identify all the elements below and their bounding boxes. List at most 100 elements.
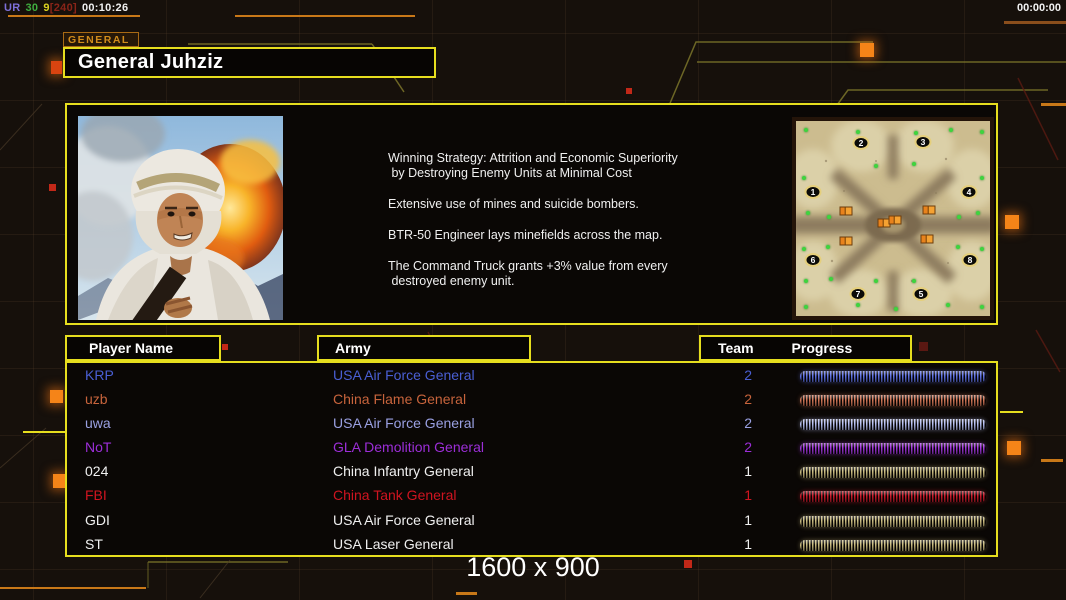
tree-dot bbox=[914, 131, 918, 135]
tree-dot bbox=[856, 303, 860, 307]
header-team-label: Team bbox=[718, 340, 754, 356]
spawn-marker-6: 6 bbox=[804, 253, 822, 267]
deco-square-darkred bbox=[919, 342, 928, 351]
header-player-name-label: Player Name bbox=[89, 340, 174, 356]
spawn-marker-8: 8 bbox=[961, 253, 979, 267]
player-army: USA Air Force General bbox=[333, 511, 475, 528]
player-army: GLA Demolition General bbox=[333, 439, 484, 456]
player-row: NoT GLA Demolition General 2 bbox=[67, 436, 996, 460]
deco-line bbox=[1041, 103, 1066, 106]
spawn-marker-7: 7 bbox=[849, 287, 867, 301]
tree-dot bbox=[956, 245, 960, 249]
progress-bar bbox=[800, 419, 986, 431]
status-segment: [240] bbox=[49, 2, 77, 14]
tree-dot bbox=[827, 215, 831, 219]
deco-square-orange bbox=[50, 390, 63, 403]
deco-square-orange bbox=[51, 61, 62, 74]
player-row: uzb China Flame General 2 bbox=[67, 388, 996, 412]
strategy-line: Winning Strategy: Attrition and Economic… bbox=[388, 151, 678, 165]
tree-dot bbox=[912, 279, 916, 283]
progress-bar bbox=[800, 371, 986, 382]
strategy-line: by Destroying Enemy Units at Minimal Cos… bbox=[388, 166, 632, 181]
header-army-label: Army bbox=[335, 340, 371, 356]
progress-bar bbox=[800, 467, 986, 479]
player-name: NoT bbox=[85, 439, 112, 456]
player-team: 2 bbox=[744, 439, 752, 456]
portrait-art bbox=[78, 116, 283, 320]
player-team: 1 bbox=[744, 487, 752, 504]
header-player-name: Player Name bbox=[65, 335, 221, 361]
tree-dot bbox=[894, 307, 898, 311]
strategy-line bbox=[388, 213, 718, 228]
player-name: GDI bbox=[85, 511, 110, 528]
tree-dot bbox=[949, 128, 953, 132]
player-row: uwa USA Air Force General 2 bbox=[67, 412, 996, 436]
player-row: FBI China Tank General 1 bbox=[67, 484, 996, 508]
deco-line bbox=[8, 15, 140, 17]
player-row: KRP USA Air Force General 2 bbox=[67, 364, 996, 388]
players-panel: KRP USA Air Force General 2 uzb China Flame … bbox=[65, 361, 998, 557]
deco-square-red bbox=[684, 560, 692, 568]
status-bar-left: UR 30 9[240] 00:10:26 bbox=[4, 2, 133, 14]
player-team: 2 bbox=[744, 391, 752, 408]
tree-dot bbox=[980, 305, 984, 309]
player-rows: KRP USA Air Force General 2 uzb China Flame … bbox=[67, 363, 996, 555]
player-name: KRP bbox=[85, 367, 114, 383]
tree-dot bbox=[804, 279, 808, 283]
oil-derrick-icon bbox=[922, 205, 936, 215]
oil-derrick-icon bbox=[920, 234, 934, 244]
general-portrait bbox=[78, 116, 283, 320]
strategy-line: The Command Truck grants +3% value from … bbox=[388, 258, 668, 273]
progress-bar bbox=[800, 539, 986, 551]
timer-underline bbox=[1004, 21, 1066, 24]
resolution-label: 1600 x 900 bbox=[466, 552, 600, 582]
progress-bar bbox=[800, 443, 986, 455]
tree-dot bbox=[856, 130, 860, 134]
general-name-title: General Juhziz bbox=[63, 47, 436, 78]
deco-line bbox=[1000, 411, 1023, 413]
player-team: 1 bbox=[744, 463, 752, 480]
player-team: 1 bbox=[744, 535, 752, 552]
progress-bar-sheen bbox=[800, 419, 986, 431]
tree-dot bbox=[874, 164, 878, 168]
progress-bar-sheen bbox=[800, 491, 986, 503]
deco-line bbox=[23, 431, 67, 433]
player-name: ST bbox=[85, 535, 103, 552]
progress-bar-sheen bbox=[800, 467, 986, 479]
map-overlay: 1 2 3 4 5 6 7 8 bbox=[796, 121, 990, 316]
player-row: 024 China Infantry General 1 bbox=[67, 460, 996, 484]
deco-square-orange bbox=[860, 43, 874, 57]
spawn-marker-1: 1 bbox=[804, 185, 822, 199]
deco-line bbox=[235, 15, 415, 17]
deco-line bbox=[1041, 459, 1063, 462]
tree-dot bbox=[980, 130, 984, 134]
player-team: 1 bbox=[744, 511, 752, 528]
tree-dot bbox=[804, 305, 808, 309]
status-segment: 30 bbox=[25, 2, 39, 14]
tree-dot bbox=[980, 176, 984, 180]
map-preview: 1 2 3 4 5 6 7 8 bbox=[796, 121, 990, 316]
strategy-text: Winning Strategy: Attrition and Economic… bbox=[388, 151, 718, 290]
player-name: uwa bbox=[85, 415, 111, 432]
strategy-line bbox=[388, 182, 718, 197]
header-army: Army bbox=[317, 335, 531, 361]
deco-line bbox=[456, 592, 477, 595]
progress-bar bbox=[800, 395, 986, 407]
strategy-line: BTR-50 Engineer lays minefields across t… bbox=[388, 228, 663, 242]
tree-dot bbox=[804, 128, 808, 132]
player-army: China Infantry General bbox=[333, 463, 474, 480]
tree-dot bbox=[980, 247, 984, 251]
player-row: GDI USA Air Force General 1 bbox=[67, 509, 996, 533]
general-tab: GENERAL bbox=[63, 32, 139, 47]
status-segment: UR bbox=[4, 2, 21, 14]
header-team-progress: Team Progress bbox=[699, 335, 912, 361]
strategy-line: Extensive use of mines and suicide bombe… bbox=[388, 197, 639, 212]
progress-bar bbox=[800, 515, 986, 527]
progress-bar-sheen bbox=[800, 539, 986, 551]
spawn-marker-5: 5 bbox=[912, 287, 930, 301]
tree-dot bbox=[976, 211, 980, 215]
strategy-line: destroyed enemy unit. bbox=[388, 274, 515, 289]
deco-square-orange bbox=[1005, 215, 1019, 229]
player-team: 2 bbox=[744, 415, 752, 432]
